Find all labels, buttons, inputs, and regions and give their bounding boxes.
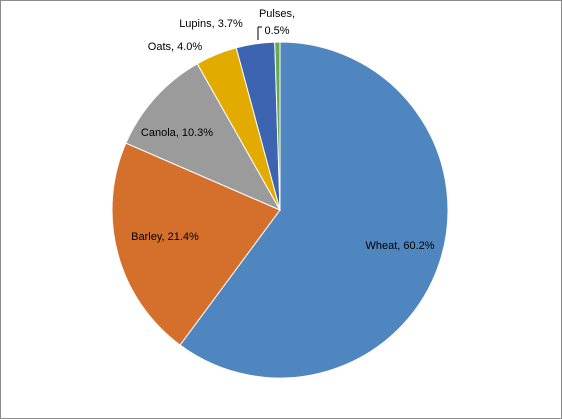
data-label: Lupins, 3.7% bbox=[179, 18, 243, 30]
pie-slice bbox=[179, 41, 449, 379]
pie-slice bbox=[274, 41, 281, 211]
pie-slice bbox=[111, 142, 281, 346]
pie-slice bbox=[125, 63, 282, 212]
data-label: Wheat, 60.2% bbox=[365, 240, 434, 252]
data-label: Barley, 21.4% bbox=[131, 231, 199, 243]
data-label: Oats, 4.0% bbox=[148, 41, 203, 53]
data-label: Pulses, 0.5% bbox=[259, 8, 295, 37]
data-label: Canola, 10.3% bbox=[141, 127, 213, 139]
